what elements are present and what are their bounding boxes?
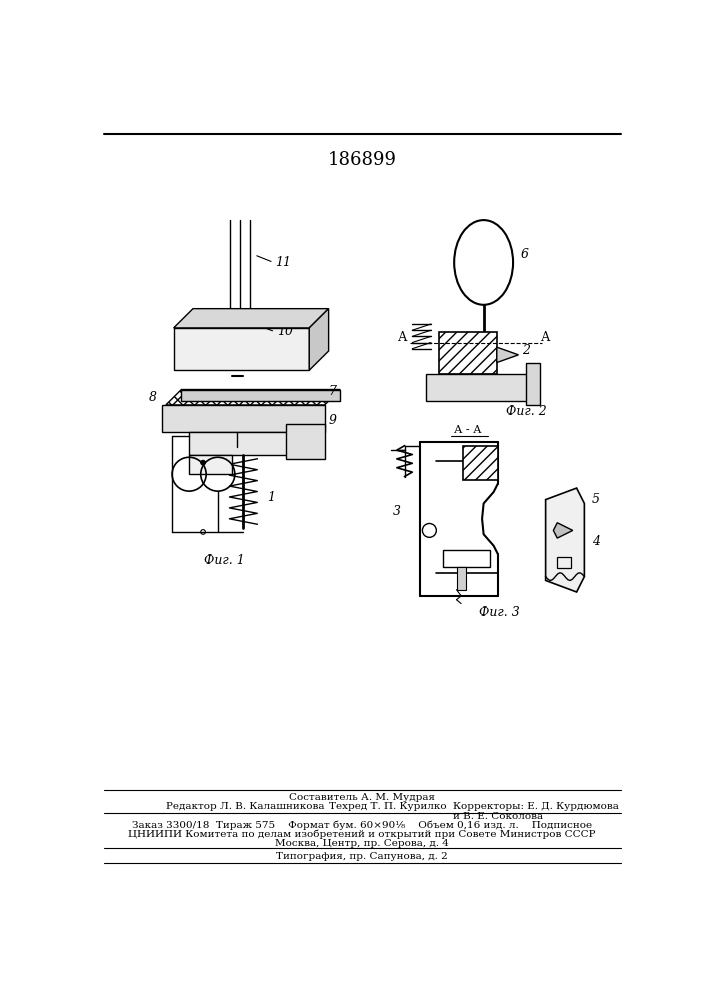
Bar bbox=[443, 550, 490, 567]
Text: Фиг. 1: Фиг. 1 bbox=[204, 554, 245, 567]
Bar bbox=[462, 446, 498, 480]
Polygon shape bbox=[554, 523, 573, 538]
Text: 11: 11 bbox=[275, 256, 291, 269]
Text: Техред Т. П. Курилко: Техред Т. П. Курилко bbox=[329, 802, 446, 811]
Text: 186899: 186899 bbox=[327, 151, 397, 169]
Text: Фиг. 3: Фиг. 3 bbox=[479, 606, 520, 619]
Text: Фиг. 2: Фиг. 2 bbox=[506, 405, 547, 418]
Text: 9: 9 bbox=[329, 414, 337, 427]
Polygon shape bbox=[497, 347, 518, 363]
Text: Корректоры: Е. Д. Курдюмова: Корректоры: Е. Д. Курдюмова bbox=[452, 802, 619, 811]
Text: А: А bbox=[541, 331, 550, 344]
Bar bbox=[457, 567, 466, 590]
Text: 6: 6 bbox=[521, 248, 529, 261]
Bar bbox=[162, 405, 325, 432]
Text: 1: 1 bbox=[267, 491, 274, 504]
Text: Москва, Центр, пр. Серова, д. 4: Москва, Центр, пр. Серова, д. 4 bbox=[275, 839, 449, 848]
Bar bbox=[286, 424, 325, 459]
Text: Типография, пр. Сапунова, д. 2: Типография, пр. Сапунова, д. 2 bbox=[276, 852, 448, 861]
Text: 5: 5 bbox=[592, 493, 600, 506]
Bar bbox=[526, 363, 540, 405]
Text: Редактор Л. В. Калашникова: Редактор Л. В. Калашникова bbox=[166, 802, 325, 811]
Text: и В. Е. Соколова: и В. Е. Соколова bbox=[452, 812, 543, 821]
Text: 10: 10 bbox=[276, 325, 293, 338]
Text: А - А: А - А bbox=[455, 425, 482, 435]
Bar bbox=[189, 455, 232, 474]
Text: ЦНИИПИ Комитета по делам изобретений и открытий при Совете Министров СССР: ЦНИИПИ Комитета по делам изобретений и о… bbox=[128, 830, 596, 839]
Text: 4: 4 bbox=[592, 535, 600, 548]
Bar bbox=[189, 432, 293, 455]
Text: 7: 7 bbox=[329, 385, 337, 398]
Bar bbox=[557, 557, 571, 568]
Text: Составитель А. М. Мудрая: Составитель А. М. Мудрая bbox=[289, 793, 435, 802]
Polygon shape bbox=[166, 389, 340, 405]
Text: 8: 8 bbox=[148, 391, 156, 404]
Ellipse shape bbox=[201, 460, 206, 465]
Text: А: А bbox=[397, 331, 407, 344]
Text: 3: 3 bbox=[393, 505, 401, 518]
Polygon shape bbox=[309, 309, 329, 370]
Polygon shape bbox=[546, 488, 585, 592]
Polygon shape bbox=[182, 389, 340, 401]
Polygon shape bbox=[174, 309, 329, 328]
Bar bbox=[174, 328, 309, 370]
Text: 2: 2 bbox=[522, 344, 530, 358]
Bar bbox=[426, 374, 538, 401]
Text: Заказ 3300/18  Тираж 575    Формат бум. 60×90¹⁄₈    Объем 0,16 изд. л.    Подпис: Заказ 3300/18 Тираж 575 Формат бум. 60×9… bbox=[132, 821, 592, 830]
Bar bbox=[438, 332, 497, 374]
